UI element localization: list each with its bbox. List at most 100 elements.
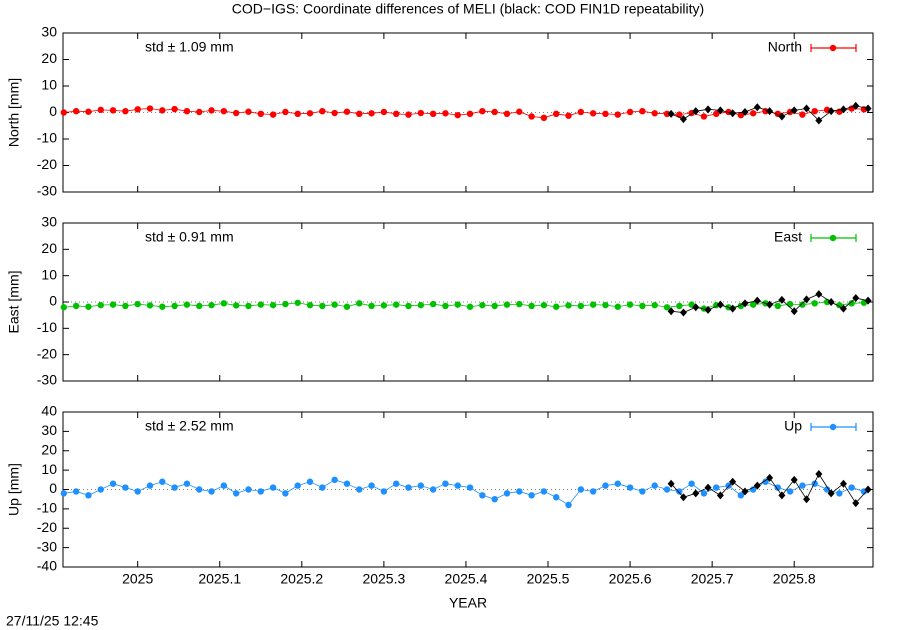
point xyxy=(651,482,658,489)
point xyxy=(429,300,437,308)
point xyxy=(737,492,745,499)
point xyxy=(790,475,798,484)
point xyxy=(864,485,872,494)
point xyxy=(122,107,129,115)
series xyxy=(60,298,868,312)
point xyxy=(528,492,535,499)
point xyxy=(60,490,68,497)
point xyxy=(741,299,749,308)
point xyxy=(269,484,277,491)
point xyxy=(380,108,388,116)
point xyxy=(823,486,831,493)
point xyxy=(442,302,449,310)
point xyxy=(778,295,786,304)
point xyxy=(245,302,252,310)
point xyxy=(729,304,737,313)
point xyxy=(679,493,687,502)
point xyxy=(679,308,687,317)
point xyxy=(491,495,498,503)
point xyxy=(651,301,658,309)
point xyxy=(827,489,835,498)
point xyxy=(663,486,671,493)
point xyxy=(159,478,166,485)
point xyxy=(257,301,264,308)
series xyxy=(667,470,872,508)
point xyxy=(466,303,474,310)
point xyxy=(196,108,203,116)
point xyxy=(839,105,847,114)
x-tick-label: 2025.1 xyxy=(198,571,241,587)
point xyxy=(790,106,798,115)
y-tick-label: 0 xyxy=(49,480,57,496)
point xyxy=(429,110,437,118)
point xyxy=(774,484,782,491)
point xyxy=(553,494,560,501)
point xyxy=(146,302,154,309)
x-axis-label: YEAR xyxy=(449,595,487,611)
point xyxy=(839,479,847,488)
point xyxy=(380,488,388,495)
point xyxy=(429,486,437,493)
point xyxy=(799,111,806,118)
y-tick-label: -10 xyxy=(37,319,57,335)
point xyxy=(417,109,425,117)
point xyxy=(676,488,683,495)
point xyxy=(503,490,511,497)
point xyxy=(282,108,289,116)
point xyxy=(109,480,117,487)
point xyxy=(306,478,314,485)
point xyxy=(716,491,724,500)
y-tick-label: -30 xyxy=(37,372,57,388)
point xyxy=(692,489,700,498)
point xyxy=(97,486,104,493)
legend-label: East xyxy=(774,229,802,245)
y-tick-label: 0 xyxy=(49,293,57,309)
chart-title: COD−IGS: Coordinate differences of MELI … xyxy=(232,1,704,17)
point xyxy=(663,110,671,118)
y-tick-label: 20 xyxy=(41,50,57,66)
point xyxy=(729,109,737,118)
point xyxy=(319,107,326,115)
x-tick-label: 2025.5 xyxy=(527,571,570,587)
point xyxy=(716,300,724,309)
point xyxy=(737,111,745,119)
point xyxy=(786,300,794,308)
point xyxy=(368,482,375,489)
point xyxy=(790,307,798,316)
point xyxy=(766,473,774,482)
point xyxy=(704,483,712,492)
point xyxy=(716,106,724,115)
point xyxy=(815,470,823,478)
point xyxy=(392,301,400,308)
legend-swatch xyxy=(829,423,837,431)
point xyxy=(766,300,774,309)
point xyxy=(245,486,252,493)
point xyxy=(269,111,277,118)
y-tick-label: -20 xyxy=(37,345,57,361)
point xyxy=(72,488,80,495)
point xyxy=(294,110,301,118)
point xyxy=(306,301,314,309)
point xyxy=(257,488,264,495)
point xyxy=(667,307,675,316)
point xyxy=(122,484,129,491)
x-tick-label: 2025.3 xyxy=(362,571,405,587)
point xyxy=(774,302,782,310)
point xyxy=(778,112,786,121)
point xyxy=(491,108,498,116)
point xyxy=(864,104,872,113)
y-tick-label: 10 xyxy=(41,266,57,282)
point xyxy=(651,110,658,117)
point xyxy=(134,300,141,308)
point xyxy=(700,113,708,120)
point xyxy=(368,302,375,310)
point xyxy=(602,482,609,489)
point xyxy=(171,105,178,113)
legend-label: Up xyxy=(784,418,802,434)
point xyxy=(343,108,351,115)
point xyxy=(294,299,301,306)
point xyxy=(778,491,786,500)
point xyxy=(417,482,425,489)
point xyxy=(626,484,634,491)
point xyxy=(60,304,68,311)
